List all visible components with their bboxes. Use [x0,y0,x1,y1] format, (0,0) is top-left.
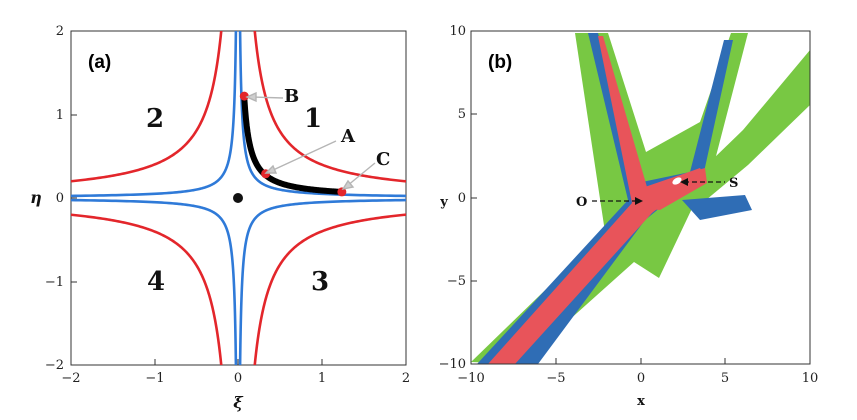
marker-s: S [680,176,738,191]
arrow-c [346,162,376,187]
b-ytick-4: −10 [439,357,466,372]
panel-b-label: (b) [488,52,512,73]
a-xtick-3: 1 [318,371,326,386]
a-y-axis-title: η [30,188,42,207]
trajectory-path [241,94,346,195]
a-ytick-1: −1 [45,275,64,290]
red-hyperbola-q1 [253,31,406,183]
region-2: 2 [146,104,164,134]
a-ytick-0: −2 [45,358,64,373]
point-b-marker [239,91,249,101]
a-ytick-3: 1 [56,108,64,123]
b-xtick-3: 5 [721,371,729,386]
marker-o: O [576,195,643,210]
a-xtick-2: 0 [234,371,242,386]
basin-middle-blue [477,33,752,364]
b-xtick-0: −10 [457,371,484,386]
marker-s-label: S [729,176,738,191]
basin-plot [471,33,810,364]
panel-b: −10 −5 0 5 10 10 5 0 −5 −10 x y (b) O S [439,24,819,409]
b-ytick-1: 5 [458,107,466,122]
marker-s-arrowhead [680,178,688,186]
blue-hyperbola-q4 [238,198,406,365]
red-hyperbola-q2 [71,31,223,183]
b-ytick-0: 10 [449,24,466,39]
a-ytick-2: 0 [56,191,64,206]
region-4: 4 [147,267,165,297]
panel-a-annotation-arrows [245,91,376,191]
blue-hyperbola-q2 [71,31,238,198]
panel-b-x-tick-labels: −10 −5 0 5 10 [457,371,818,386]
arrow-a [270,140,337,172]
panel-b-tick-marks [470,30,811,365]
marker-o-label: O [576,195,587,210]
point-a-label: A [340,126,356,147]
a-x-axis-title: ξ [233,393,244,412]
region-3: 3 [311,267,329,297]
b-xtick-2: 0 [637,371,645,386]
b-ytick-3: −5 [447,274,466,289]
a-xtick-4: 2 [402,371,410,386]
b-xtick-4: 10 [802,371,819,386]
point-c-marker [337,187,347,197]
panel-a-tick-marks [70,30,407,366]
red-hyperbola-q3 [71,213,223,365]
panel-a-region-numbers: 1 2 3 4 [146,104,329,297]
panel-a-y-tick-labels: −2 −1 0 1 2 [45,24,64,373]
a-xtick-0: −2 [61,371,80,386]
panel-a-label: (a) [88,52,111,73]
b-xtick-1: −5 [546,371,565,386]
a-ytick-4: 2 [56,24,64,39]
b-y-axis-title: y [439,195,448,210]
b-x-axis-title: x [637,394,645,409]
arrow-b [251,96,284,99]
arrow-c-head [341,179,355,191]
point-c-label: C [376,149,390,170]
arrow-b-head [245,91,257,103]
red-hyperbola-q4 [253,213,406,365]
b-ytick-2: 0 [458,191,466,206]
blue-hyperbola-q1 [238,31,406,198]
panel-b-y-tick-labels: 10 5 0 −5 −10 [439,24,466,372]
basin-white-pocket [672,177,682,185]
origin-dot [233,193,243,203]
panel-a: −2 −1 0 1 2 −2 −1 0 1 2 ξ η (a) 1 2 3 4 [30,24,410,412]
panel-a-x-tick-labels: −2 −1 0 1 2 [61,371,410,386]
panel-a-curves [71,31,406,365]
basin-inner-red [488,36,707,364]
basin-outer-green [471,33,810,364]
a-xtick-1: −1 [145,371,164,386]
blue-hyperbola-q3 [71,198,238,365]
region-1: 1 [304,104,322,134]
point-b-label: B [284,86,299,107]
marker-o-arrowhead [635,197,643,205]
arrow-a-head [264,164,278,174]
